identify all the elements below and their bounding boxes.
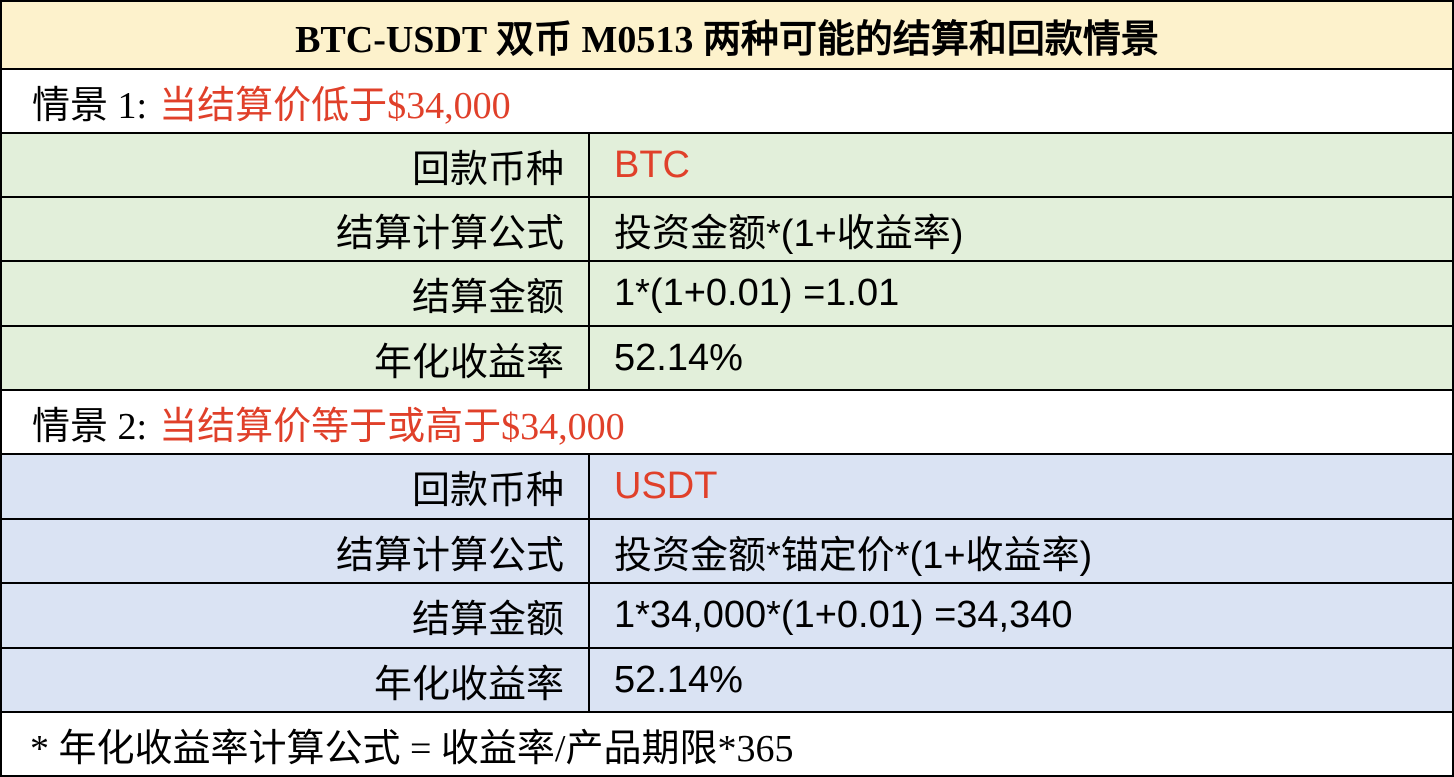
row-value: 1*34,000*(1+0.01) =34,340 (614, 594, 1073, 636)
table-title: BTC-USDT 双币 M0513 两种可能的结算和回款情景 (295, 18, 1159, 61)
scenario-label: 情景 2: (32, 405, 148, 448)
row-value: 投资金额*(1+收益率) (614, 212, 964, 255)
row-value: 52.14% (614, 336, 743, 379)
data-row: 结算计算公式 投资金额*(1+收益率) (2, 198, 1452, 262)
data-row: 结算金额 1*34,000*(1+0.01) =34,340 (2, 584, 1452, 649)
row-value: 投资金额*锚定价*(1+收益率) (614, 534, 1093, 577)
data-row: 结算计算公式 投资金额*锚定价*(1+收益率) (2, 520, 1452, 584)
row-key: 年化收益率 (2, 649, 590, 711)
footnote: * 年化收益率计算公式 = 收益率/产品期限*365 (30, 727, 794, 770)
data-row: 回款币种 BTC (2, 134, 1452, 198)
data-row: 回款币种 USDT (2, 455, 1452, 520)
footnote-row: * 年化收益率计算公式 = 收益率/产品期限*365 (2, 713, 1452, 775)
row-value: USDT (614, 465, 718, 507)
data-row: 年化收益率 52.14% (2, 649, 1452, 713)
row-key: 结算金额 (2, 262, 590, 325)
scenario-condition: 当结算价低于$34,000 (159, 84, 511, 127)
scenario-header: 情景 2: 当结算价等于或高于$34,000 (2, 391, 1452, 455)
row-value: BTC (614, 143, 690, 186)
row-key: 回款币种 (2, 455, 590, 518)
title-row: BTC-USDT 双币 M0513 两种可能的结算和回款情景 (2, 2, 1452, 70)
scenario-header: 情景 1: 当结算价低于$34,000 (2, 70, 1452, 134)
row-value: 52.14% (614, 658, 743, 701)
row-key: 年化收益率 (2, 327, 590, 389)
row-key: 结算计算公式 (2, 198, 590, 260)
row-key: 结算金额 (2, 584, 590, 647)
data-row: 年化收益率 52.14% (2, 327, 1452, 391)
row-key: 结算计算公式 (2, 520, 590, 582)
scenario-label: 情景 1: (32, 84, 148, 127)
row-value: 1*(1+0.01) =1.01 (614, 272, 900, 314)
row-key: 回款币种 (2, 134, 590, 196)
scenario-condition: 当结算价等于或高于$34,000 (159, 405, 625, 448)
data-row: 结算金额 1*(1+0.01) =1.01 (2, 262, 1452, 327)
